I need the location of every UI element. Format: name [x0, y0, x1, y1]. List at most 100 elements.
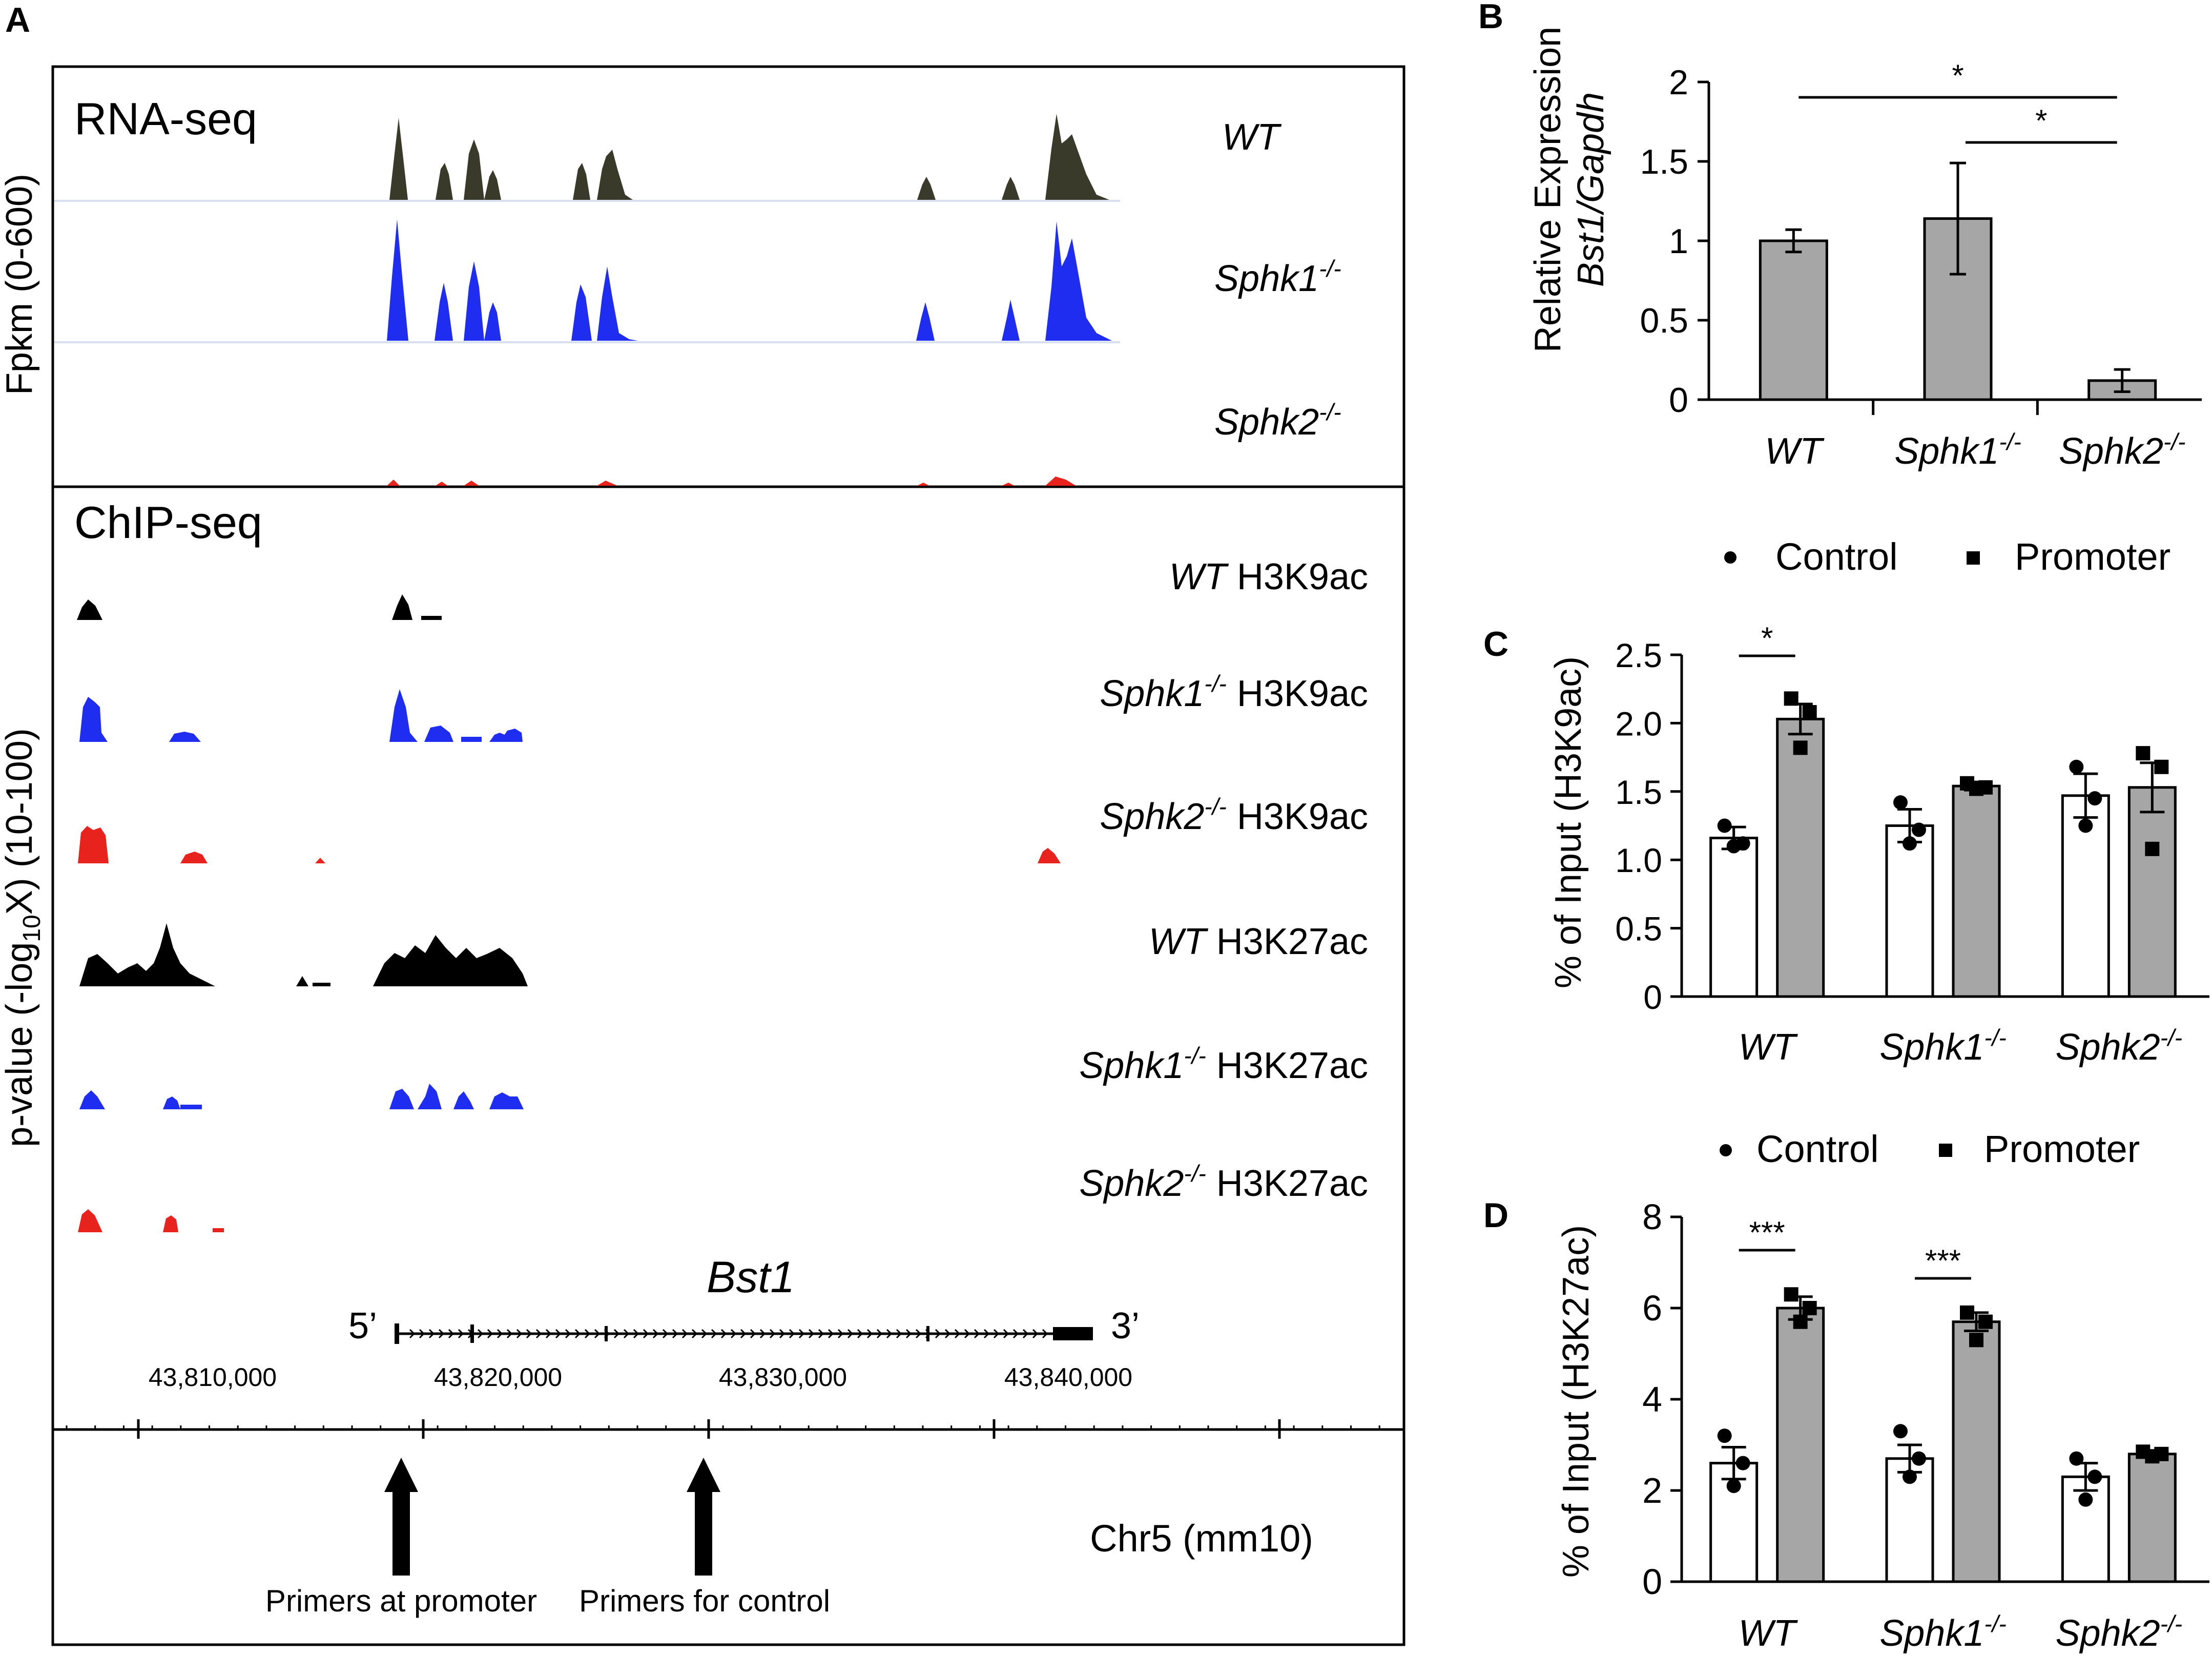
- panel-a: A RNA-seq ChIP-seq Fpkm (0-600) p-value …: [0, 1, 1405, 1646]
- promoter-bar: [1776, 1307, 1825, 1583]
- chip-track-sphk1-h3k9ac: [79, 689, 523, 742]
- promoter-point: [2136, 746, 2151, 761]
- control-point: [2078, 818, 2093, 833]
- y-tick-label: 1.5: [1640, 142, 1688, 181]
- strand-chevron: [497, 1329, 503, 1339]
- panel-letter-b: B: [1478, 0, 1503, 36]
- y-tick-label: 8: [1642, 1197, 1662, 1237]
- x-tick-label: Sphk1-/-: [1879, 1024, 2007, 1068]
- strand-chevron: [652, 1329, 659, 1339]
- promoter-point: [1960, 1305, 1974, 1320]
- legend-promoter-label: Promoter: [1984, 1128, 2140, 1170]
- category-name: Sphk1: [1879, 1613, 1984, 1654]
- legend-promoter-marker: [1939, 1144, 1952, 1157]
- control-point: [2078, 1492, 2093, 1507]
- control-point: [1912, 1451, 1926, 1466]
- legend-c: Control Promoter: [1724, 535, 2170, 578]
- category-superscript: -/-: [2160, 1610, 2182, 1637]
- strand-chevron: [555, 1329, 562, 1339]
- strand-chevron: [769, 1329, 776, 1339]
- significance-label: *: [2035, 103, 2047, 138]
- strand-chevron: [419, 1329, 425, 1339]
- strand-chevron: [526, 1329, 532, 1339]
- category-name: WT: [1765, 431, 1825, 472]
- y-tick-label: 2.5: [1615, 636, 1662, 674]
- chip-track-sphk2-h3k27ac: [78, 1209, 224, 1232]
- control-point: [1735, 836, 1750, 851]
- control-point: [2087, 791, 2102, 806]
- promoter-bar: [1952, 784, 2001, 998]
- strand-chevron: [506, 1329, 513, 1339]
- gene-model: [395, 1323, 1093, 1344]
- panel-d: D Control Promoter % of Input (H3K27ac) …: [1483, 1128, 2209, 1654]
- promoter-point: [2154, 1446, 2169, 1461]
- chip-track-label-sphk1-h3k9ac: Sphk1-/- H3K9ac: [1100, 670, 1368, 714]
- y-tick-label: 0: [1643, 978, 1662, 1016]
- chip-track-sphk1-h3k27ac: [79, 1084, 524, 1109]
- panel-letter-a: A: [5, 1, 30, 39]
- promoter-point: [2145, 841, 2160, 856]
- strand-chevron: [681, 1329, 688, 1339]
- control-point: [2087, 1469, 2102, 1484]
- strand-chevron: [847, 1329, 854, 1339]
- promoter-point: [1793, 1314, 1808, 1329]
- strand-chevron: [1042, 1329, 1048, 1339]
- pvalue-axis-label: p-value (-log10X) (10-100): [0, 728, 46, 1147]
- strand-chevron: [1012, 1329, 1019, 1339]
- significance-label: ***: [1749, 1215, 1785, 1250]
- promoter-point: [1978, 1314, 1993, 1329]
- legend-control-label: Control: [1775, 535, 1898, 578]
- coordinate-label: 43,840,000: [1004, 1363, 1132, 1392]
- panel-letter-c: C: [1483, 625, 1508, 664]
- y-tick-label: 0.5: [1640, 301, 1688, 340]
- strand-chevron: [935, 1329, 941, 1339]
- strand-chevron: [643, 1329, 649, 1339]
- strand-chevron: [750, 1329, 756, 1339]
- legend-control-marker: [1724, 551, 1736, 564]
- x-tick-label: Sphk1-/-: [1879, 1610, 2007, 1654]
- y-tick-label: 2.0: [1615, 705, 1662, 742]
- strand-chevron: [789, 1329, 795, 1339]
- promoter-point: [1793, 740, 1808, 755]
- strand-chevron: [866, 1329, 873, 1339]
- primer-arrow-control: [687, 1458, 720, 1576]
- promoter-bar: [2127, 1453, 2177, 1583]
- panel-c-ylabel: % of Input (H3K9ac): [1548, 656, 1589, 988]
- strand-chevron: [623, 1329, 630, 1339]
- chip-track-wt-h3k9ac: [77, 594, 442, 620]
- control-bar: [1885, 824, 1934, 998]
- strand-chevron: [584, 1329, 591, 1339]
- primer-arrow-promoter: [384, 1458, 418, 1576]
- primer-control-label: Primers for control: [579, 1584, 830, 1618]
- strand-chevron: [565, 1329, 571, 1339]
- coordinate-label: 43,820,000: [434, 1363, 562, 1392]
- y-tick-label: 2: [1642, 1470, 1662, 1510]
- rna-track-label-sphk1: Sphk1-/-: [1214, 255, 1341, 299]
- rna-seq-title: RNA-seq: [74, 93, 257, 144]
- strand-chevron: [876, 1329, 883, 1339]
- category-name: Sphk1: [1894, 431, 1999, 472]
- chip-track-label-wt-h3k27ac: WT H3K27ac: [1149, 921, 1368, 962]
- promoter-point: [2136, 1444, 2151, 1459]
- strand-chevron: [535, 1329, 542, 1339]
- strand-chevron: [487, 1329, 493, 1339]
- rna-track-label-sphk2: Sphk2-/-: [1214, 399, 1341, 443]
- legend-promoter-label: Promoter: [2015, 535, 2170, 578]
- control-point: [1903, 836, 1917, 851]
- category-superscript: -/-: [1984, 1610, 2006, 1637]
- y-tick-label: 1.0: [1615, 841, 1662, 879]
- x-tick-label: WT: [1739, 1613, 1798, 1654]
- y-tick-label: 6: [1642, 1288, 1662, 1328]
- pvalue-subscript: 10: [18, 915, 46, 942]
- legend-promoter-marker: [1967, 551, 1980, 565]
- pvalue-tail: X) (10-100): [0, 728, 40, 915]
- y-tick-label: 0: [1642, 1562, 1662, 1602]
- strand-chevron: [915, 1329, 922, 1339]
- strand-chevron: [730, 1329, 737, 1339]
- category-name: Sphk2: [2056, 1027, 2160, 1068]
- strand-chevron: [828, 1329, 834, 1339]
- strand-chevron: [964, 1329, 970, 1339]
- category-name: WT: [1739, 1027, 1798, 1068]
- control-point: [1893, 795, 1908, 810]
